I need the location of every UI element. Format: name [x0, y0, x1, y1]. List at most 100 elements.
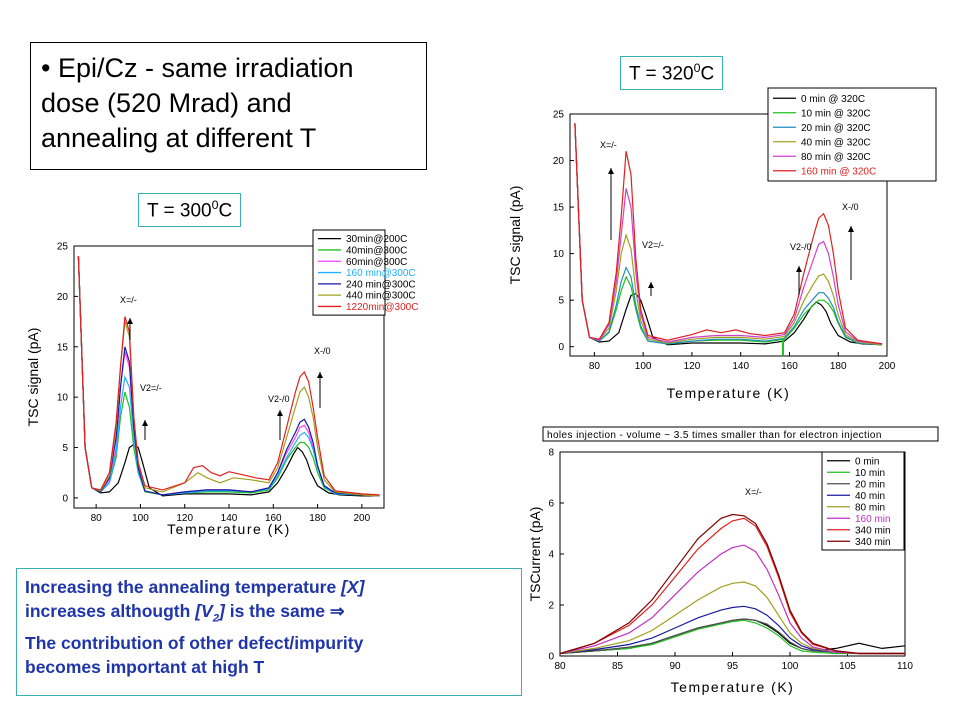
change-arrowhead-icon: [648, 282, 654, 288]
change-arrowhead-icon: [608, 168, 614, 174]
x-tick-label: 100: [635, 361, 652, 372]
label-t300-sup: 0: [211, 198, 219, 212]
x-tick-label: 140: [221, 513, 238, 524]
change-arrowhead-icon: [277, 410, 283, 416]
legend-label: 440 min@300C: [346, 291, 416, 302]
peak-annotation: V2-/0: [268, 394, 290, 404]
x-tick-label: 100: [132, 513, 149, 524]
series-line: [574, 123, 883, 346]
series-line: [574, 123, 883, 346]
change-arrowhead-icon: [127, 318, 133, 324]
chart-chartholes: holes injection - volume ~ 3.5 times sma…: [527, 426, 939, 695]
conclusion-line-1: Increasing the annealing temperature [X]: [25, 575, 513, 599]
legend-label: 340 min: [855, 525, 891, 536]
label-t320: T = 3200C: [620, 56, 724, 91]
chart-title: holes injection - volume ~ 3.5 times sma…: [547, 430, 882, 441]
peak-annotation: X=/-: [745, 487, 762, 497]
x-axis-label: Temperature (K): [667, 385, 791, 401]
series-line: [560, 619, 905, 655]
legend-label: 20 min @ 320C: [801, 123, 871, 134]
conclusion-v2: [V: [195, 601, 213, 621]
legend-label: 80 min: [855, 502, 885, 513]
legend-label: 10 min: [855, 468, 885, 479]
peak-annotation: X-/0: [314, 346, 331, 356]
conclusion-line-3: The contribution of other defect/impurit…: [25, 632, 364, 653]
chart-chart300: 80 100 120 140 160 180 200 0 5 10 15 20 25 Temperatur…: [25, 229, 418, 537]
peak-annotation: X-/0: [842, 202, 859, 212]
x-tick-label: 160: [781, 361, 798, 372]
conclusion-line-4: becomes important at high T: [25, 656, 265, 677]
y-axis-label: TSC signal (pA): [507, 186, 523, 285]
series-line: [77, 256, 380, 497]
y-tick-label: 2: [548, 601, 554, 612]
x-tick-label: 80: [589, 361, 601, 372]
legend-label: 40min@300C: [346, 245, 407, 256]
x-tick-label: 80: [554, 661, 566, 672]
change-arrowhead-icon: [848, 226, 854, 232]
conclusion-text: is the same: [224, 601, 330, 621]
chart-title-frame: [542, 426, 939, 442]
y-tick-label: 5: [558, 296, 564, 307]
label-t300-text: T = 300: [147, 200, 212, 222]
label-t320-sup: 0: [693, 61, 701, 75]
legend-label: 0 min @ 320C: [801, 94, 865, 105]
x-tick-label: 200: [354, 513, 371, 524]
legend-label: 30min@200C: [346, 234, 407, 245]
x-tick-label: 140: [732, 361, 749, 372]
legend-label: 1220min@300C: [346, 302, 418, 313]
y-tick-label: 5: [62, 443, 68, 454]
series-line: [574, 123, 883, 345]
legend-label: 160 min@300C: [346, 268, 416, 279]
summary-bullet-text: • Epi/Cz - same irradiation dose (520 Mr…: [41, 53, 354, 153]
series-line: [560, 544, 905, 655]
y-tick-label: 10: [553, 249, 565, 260]
legend-label: 240 min@300C: [346, 279, 416, 290]
y-tick-label: 0: [548, 652, 554, 663]
x-tick-label: 160: [265, 513, 282, 524]
y-tick-label: 15: [57, 342, 69, 353]
x-axis-label: Temperature (K): [671, 679, 795, 695]
y-tick-label: 4: [548, 550, 554, 561]
x-tick-label: 100: [782, 661, 799, 672]
legend-label: 160 min @ 320C: [801, 166, 876, 177]
legend-label: 20 min: [855, 479, 885, 490]
x-tick-label: 120: [176, 513, 193, 524]
x-tick-label: 180: [309, 513, 326, 524]
summary-bullet: • Epi/Cz - same irradiation dose (520 Mr…: [30, 42, 427, 170]
x-tick-label: 85: [612, 661, 624, 672]
label-t320-text: T = 320: [629, 63, 694, 85]
series-line: [574, 123, 883, 345]
legend-label: 80 min @ 320C: [801, 152, 871, 163]
peak-annotation: V2=/-: [140, 383, 162, 393]
y-tick-label: 10: [57, 393, 69, 404]
y-tick-label: 15: [553, 203, 565, 214]
peak-annotation: V2-/0: [790, 242, 812, 252]
legend-box: [767, 87, 937, 182]
implies-arrow-icon: ⇒: [329, 601, 345, 621]
series-line: [77, 256, 380, 497]
label-t320-unit: C: [700, 63, 715, 85]
chart-chart320: 80 100 120 140 160 180 200 0 5 10 15 20 25 Temperatur…: [507, 87, 937, 401]
peak-annotation: V2=/-: [642, 240, 664, 250]
y-tick-label: 25: [57, 242, 69, 253]
series-line: [560, 513, 905, 655]
y-tick-label: 25: [553, 110, 565, 121]
legend-box: [312, 229, 386, 316]
conclusion-v2-sub: 2: [212, 612, 220, 625]
change-arrowhead-icon: [317, 372, 323, 378]
legend-label: 160 min: [855, 514, 891, 525]
y-axis-label: TSCurrent (pA): [527, 507, 543, 602]
conclusion-text: Increasing the annealing temperature: [25, 577, 342, 597]
peak-annotation: X=/-: [600, 140, 617, 150]
conclusion-v2-close: ]: [219, 601, 225, 621]
legend-box: [821, 451, 905, 551]
x-tick-label: 90: [669, 661, 681, 672]
legend-label: 40 min @ 320C: [801, 137, 871, 148]
series-line: [574, 123, 883, 346]
x-tick-label: 110: [897, 661, 913, 672]
label-t300-unit: C: [218, 200, 233, 222]
x-tick-label: 120: [684, 361, 701, 372]
label-t300: T = 3000C: [138, 193, 242, 228]
conclusion-text: increases althougth: [25, 601, 196, 621]
